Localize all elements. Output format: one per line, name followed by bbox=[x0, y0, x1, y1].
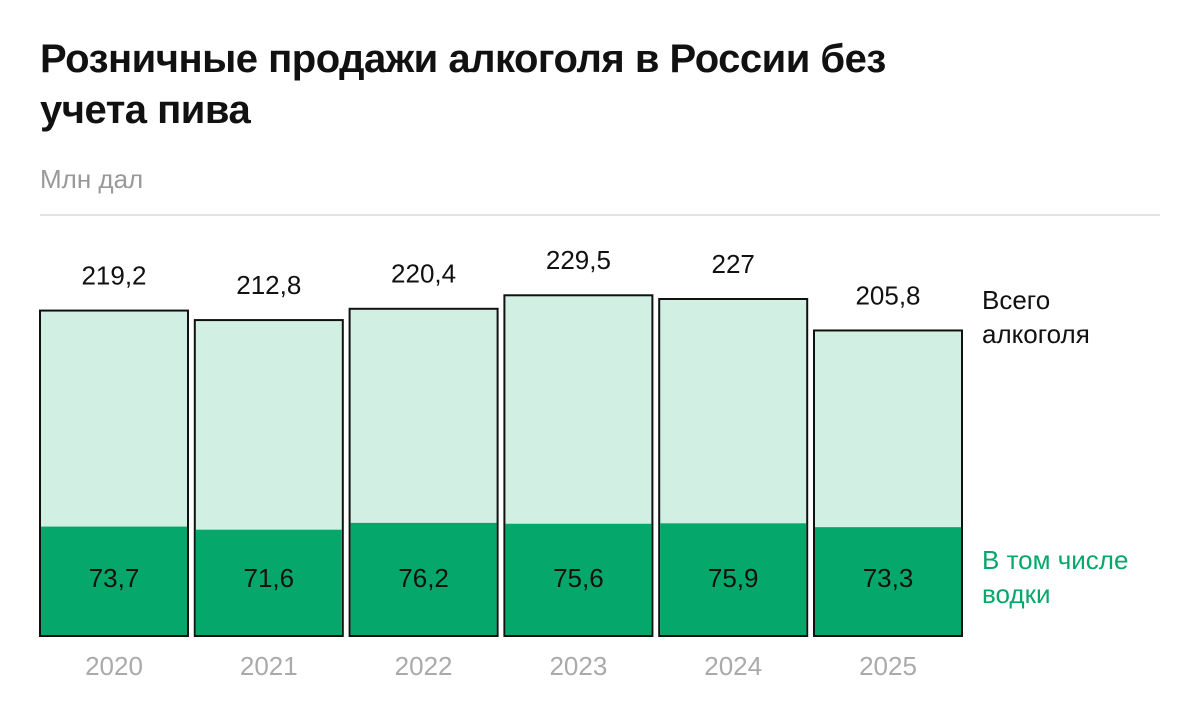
value-label: 227 bbox=[712, 249, 755, 279]
x-tick-label: 2021 bbox=[240, 651, 298, 681]
value-label: 73,3 bbox=[863, 563, 914, 593]
bar-vodka bbox=[195, 529, 342, 635]
value-label: 229,5 bbox=[546, 245, 611, 275]
value-label: 220,4 bbox=[391, 259, 456, 289]
value-label: 205,8 bbox=[855, 280, 920, 310]
value-label: 76,2 bbox=[398, 563, 449, 593]
x-tick-label: 2020 bbox=[85, 651, 143, 681]
bar-vodka bbox=[350, 522, 497, 635]
value-label: 219,2 bbox=[81, 260, 146, 290]
bar-vodka bbox=[41, 526, 187, 635]
bar-vodka bbox=[660, 523, 807, 635]
value-label: 71,6 bbox=[243, 563, 294, 593]
value-label: 212,8 bbox=[236, 270, 301, 300]
bar-vodka bbox=[815, 527, 961, 635]
x-tick-label: 2023 bbox=[549, 651, 607, 681]
value-label: 75,9 bbox=[708, 563, 759, 593]
x-tick-label: 2024 bbox=[704, 651, 762, 681]
x-tick-label: 2025 bbox=[859, 651, 917, 681]
value-label: 75,6 bbox=[553, 563, 604, 593]
chart-title: Розничные продажи алкоголя в России без … bbox=[40, 37, 886, 132]
legend-label: В том числе водки bbox=[982, 545, 1129, 609]
value-label: 73,7 bbox=[89, 563, 140, 593]
chart-subtitle: Млн дал bbox=[40, 164, 144, 194]
legend-label: Всего алкоголя bbox=[982, 285, 1090, 349]
x-tick-label: 2022 bbox=[395, 651, 453, 681]
bar-vodka bbox=[505, 523, 652, 635]
